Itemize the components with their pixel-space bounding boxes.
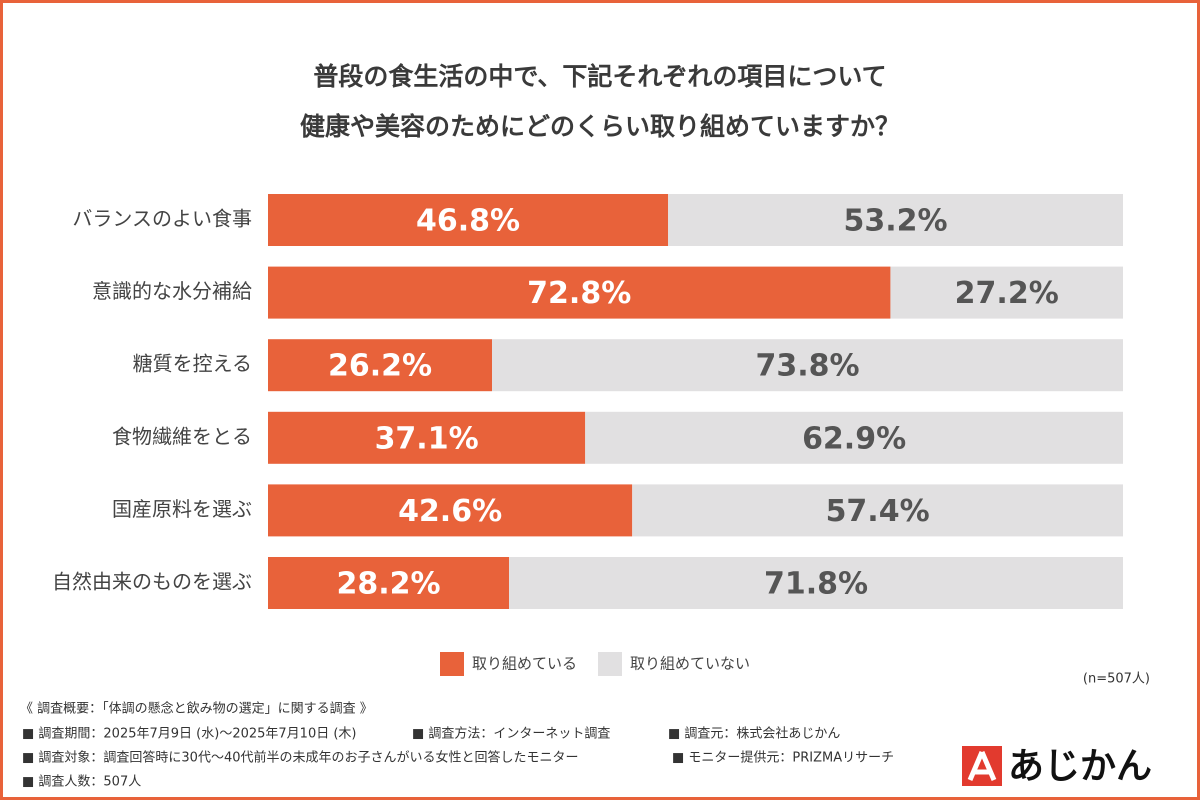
- legend-swatch: [598, 652, 622, 676]
- survey-note: ■ 調査方法：インターネット調査: [412, 726, 610, 742]
- logo: あじかん: [962, 746, 1152, 787]
- chart-title: 普段の食生活の中で、下記それぞれの項目について: [313, 62, 886, 91]
- value-label: 57.4%: [826, 494, 930, 529]
- bar-segment: [268, 339, 493, 392]
- value-label: 42.6%: [398, 494, 502, 529]
- survey-note: ■ 調査対象：調査回答時に30代～40代前半の未成年のお子さんがいる女性と回答し…: [22, 750, 579, 766]
- value-label: 26.2%: [328, 349, 432, 384]
- category-label: 自然由来のものを選ぶ: [52, 570, 252, 594]
- legend-label: 取り組めている: [472, 655, 577, 673]
- survey-heading: 《 調査概要：「体調の懸念と飲み物の選定」に関する調査 》: [20, 701, 373, 717]
- survey-note: ■ 調査人数：507人: [22, 775, 141, 790]
- value-label: 46.8%: [416, 204, 520, 239]
- bar-segment: [492, 339, 1123, 392]
- bar-segment: [268, 557, 510, 609]
- bar-segment: [268, 484, 633, 537]
- category-label: 国産原料を選ぶ: [112, 497, 252, 521]
- chart-title: 健康や美容のためにどのくらい取り組めていますか？: [300, 112, 900, 141]
- bar-segment: [668, 194, 1123, 246]
- value-label: 71.8%: [764, 567, 868, 602]
- category-label: 意識的な水分補給: [92, 279, 252, 303]
- value-label: 62.9%: [802, 421, 906, 456]
- bar-segment: [632, 484, 1123, 537]
- survey-note: ■ モニター提供元：PRIZMAリサーチ: [672, 750, 894, 766]
- bar-segment: [268, 411, 586, 464]
- logo-text: あじかん: [1008, 746, 1152, 787]
- sample-size: (n=507人): [1083, 672, 1150, 687]
- value-label: 28.2%: [337, 567, 441, 602]
- value-label: 53.2%: [844, 204, 948, 239]
- value-label: 27.2%: [955, 276, 1059, 311]
- survey-note: ■ 調査期間：2025年7月9日 (水)～2025年7月10日 (木): [22, 727, 357, 742]
- logo-glyph: [967, 751, 997, 781]
- value-label: 73.8%: [755, 349, 859, 384]
- bar-segment: [509, 557, 1123, 609]
- bar-segment: [268, 194, 669, 246]
- bar-segment: [890, 266, 1123, 319]
- bar-segment: [268, 266, 891, 319]
- bar-segment: [585, 411, 1123, 464]
- survey-note: ■ 調査元：株式会社あじかん: [668, 726, 840, 742]
- category-label: 食物繊維をとる: [112, 424, 252, 448]
- legend-swatch: [440, 652, 464, 676]
- value-label: 72.8%: [527, 276, 631, 311]
- category-label: 糖質を控える: [133, 352, 252, 376]
- legend-label: 取り組めていない: [630, 655, 750, 673]
- value-label: 37.1%: [375, 421, 479, 456]
- category-label: バランスのよい食事: [72, 207, 252, 231]
